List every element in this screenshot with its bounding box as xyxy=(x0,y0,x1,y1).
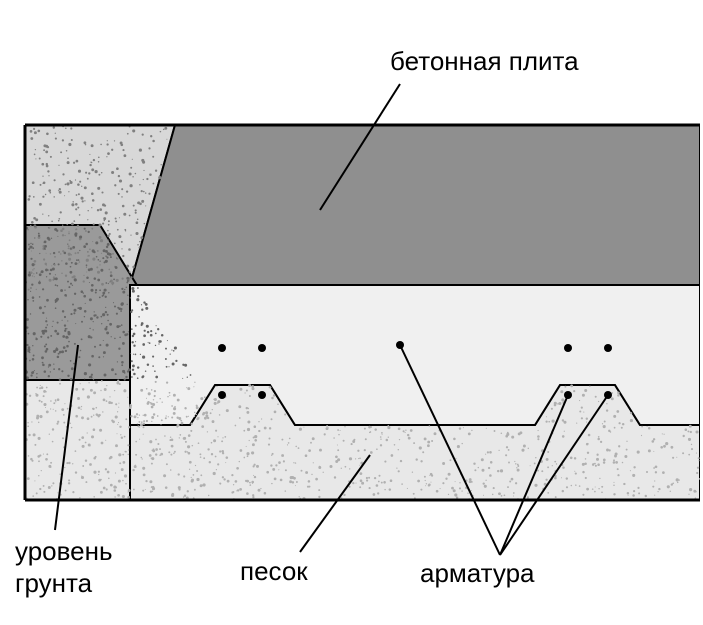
rebar-dot xyxy=(258,391,266,399)
rebar-dot xyxy=(218,391,226,399)
label-concrete-slab: бетонная плита xyxy=(390,46,579,76)
rebar-dot xyxy=(218,344,226,352)
rebar-dot xyxy=(564,344,572,352)
label-ground-level-1: уровень xyxy=(15,536,113,566)
label-rebar: арматура xyxy=(420,558,535,588)
label-ground-level-2: грунта xyxy=(15,568,93,598)
foundation-cross-section-diagram: бетонная плита уровень грунта песок арма… xyxy=(0,0,703,625)
label-sand: песок xyxy=(240,556,308,586)
clipped-layers xyxy=(24,125,701,501)
rebar-dot xyxy=(604,344,612,352)
rebar-dot xyxy=(258,344,266,352)
concrete-slab-top xyxy=(130,125,700,285)
